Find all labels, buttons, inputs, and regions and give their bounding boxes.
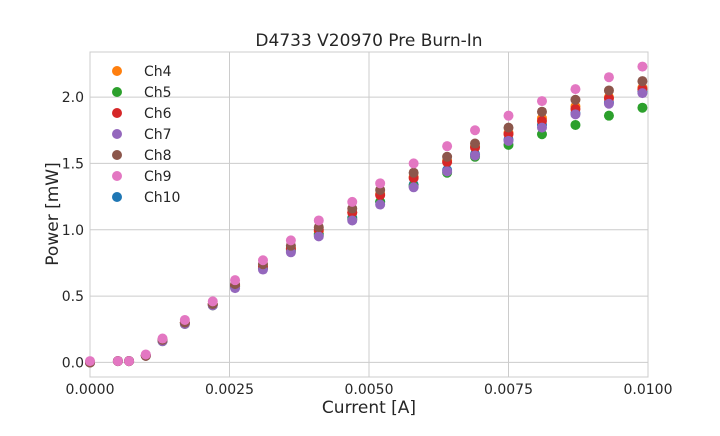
legend-label-ch5: Ch5 <box>144 85 172 101</box>
data-point-ch7 <box>347 215 358 226</box>
data-point-ch9 <box>503 110 514 121</box>
data-point-ch8 <box>536 106 547 117</box>
y-tick-label: 0.0 <box>62 355 84 371</box>
data-point-ch7 <box>603 98 614 109</box>
data-point-ch9 <box>570 84 581 95</box>
data-point-ch9 <box>230 275 241 286</box>
legend-marker-ch4 <box>112 66 122 76</box>
data-point-ch8 <box>570 94 581 105</box>
data-point-ch9 <box>85 356 95 367</box>
data-point-ch8 <box>503 122 514 133</box>
data-point-ch8 <box>603 85 614 96</box>
data-point-ch7 <box>442 166 453 177</box>
data-point-ch9 <box>207 296 218 307</box>
legend-label-ch7: Ch7 <box>144 127 172 143</box>
data-point-ch7 <box>375 199 386 210</box>
x-tick-label: 0.0100 <box>624 382 673 398</box>
legend-label-ch10: Ch10 <box>144 190 180 206</box>
chart-title: D4733 V20970 Pre Burn-In <box>255 31 482 51</box>
x-tick-label: 0.0025 <box>205 382 254 398</box>
legend-marker-ch7 <box>112 129 122 139</box>
data-point-ch9 <box>124 356 135 367</box>
data-point-ch7 <box>408 182 419 193</box>
data-point-ch9 <box>442 141 453 152</box>
data-point-ch7 <box>503 135 514 146</box>
data-point-ch9 <box>112 356 123 367</box>
data-point-ch9 <box>157 333 168 344</box>
legend-marker-ch10 <box>112 192 122 202</box>
data-point-ch7 <box>536 122 547 133</box>
legend-label-ch4: Ch4 <box>144 64 172 80</box>
legend-marker-ch5 <box>112 87 122 97</box>
x-tick-label: 0.0050 <box>345 382 394 398</box>
data-point-ch9 <box>313 215 324 226</box>
data-point-ch9 <box>603 72 614 83</box>
y-tick-label: 0.5 <box>62 289 84 305</box>
legend: Ch4 Ch5 Ch6 Ch7 Ch8 Ch9 Ch10 <box>112 64 180 206</box>
data-point-ch9 <box>375 178 386 189</box>
data-point-ch5 <box>603 110 614 121</box>
data-point-ch9 <box>408 158 419 169</box>
x-tick-label: 0.0075 <box>484 382 533 398</box>
data-point-ch9 <box>285 235 296 246</box>
legend-label-ch9: Ch9 <box>144 169 172 185</box>
data-point-ch8 <box>442 151 453 162</box>
data-point-ch9 <box>347 196 358 207</box>
data-point-ch9 <box>140 349 151 360</box>
y-tick-label: 1.0 <box>62 223 84 239</box>
legend-marker-ch8 <box>112 150 122 160</box>
data-point-ch9 <box>536 96 547 107</box>
legend-marker-ch9 <box>112 171 122 181</box>
legend-label-ch6: Ch6 <box>144 106 172 122</box>
data-point-ch9 <box>257 255 268 266</box>
data-point-ch9 <box>470 125 481 136</box>
data-point-ch9 <box>179 314 190 325</box>
y-axis-label: Power [mW] <box>43 162 63 265</box>
data-point-ch5 <box>570 119 581 130</box>
data-point-ch7 <box>470 150 481 161</box>
data-point-ch7 <box>313 231 324 242</box>
y-tick-label: 1.5 <box>62 156 84 172</box>
x-axis-label: Current [A] <box>322 398 416 418</box>
data-point-ch8 <box>470 138 481 149</box>
y-tick-label: 2.0 <box>62 90 84 106</box>
data-point-ch7 <box>570 109 581 120</box>
data-point-ch7 <box>637 88 648 99</box>
data-point-ch9 <box>637 61 648 72</box>
legend-label-ch8: Ch8 <box>144 148 172 164</box>
data-point-ch5 <box>637 102 648 113</box>
x-tick-label: 0.0000 <box>66 382 115 398</box>
data-point-ch8 <box>408 167 419 178</box>
data-point-ch8 <box>637 76 648 87</box>
legend-marker-ch6 <box>112 108 122 118</box>
